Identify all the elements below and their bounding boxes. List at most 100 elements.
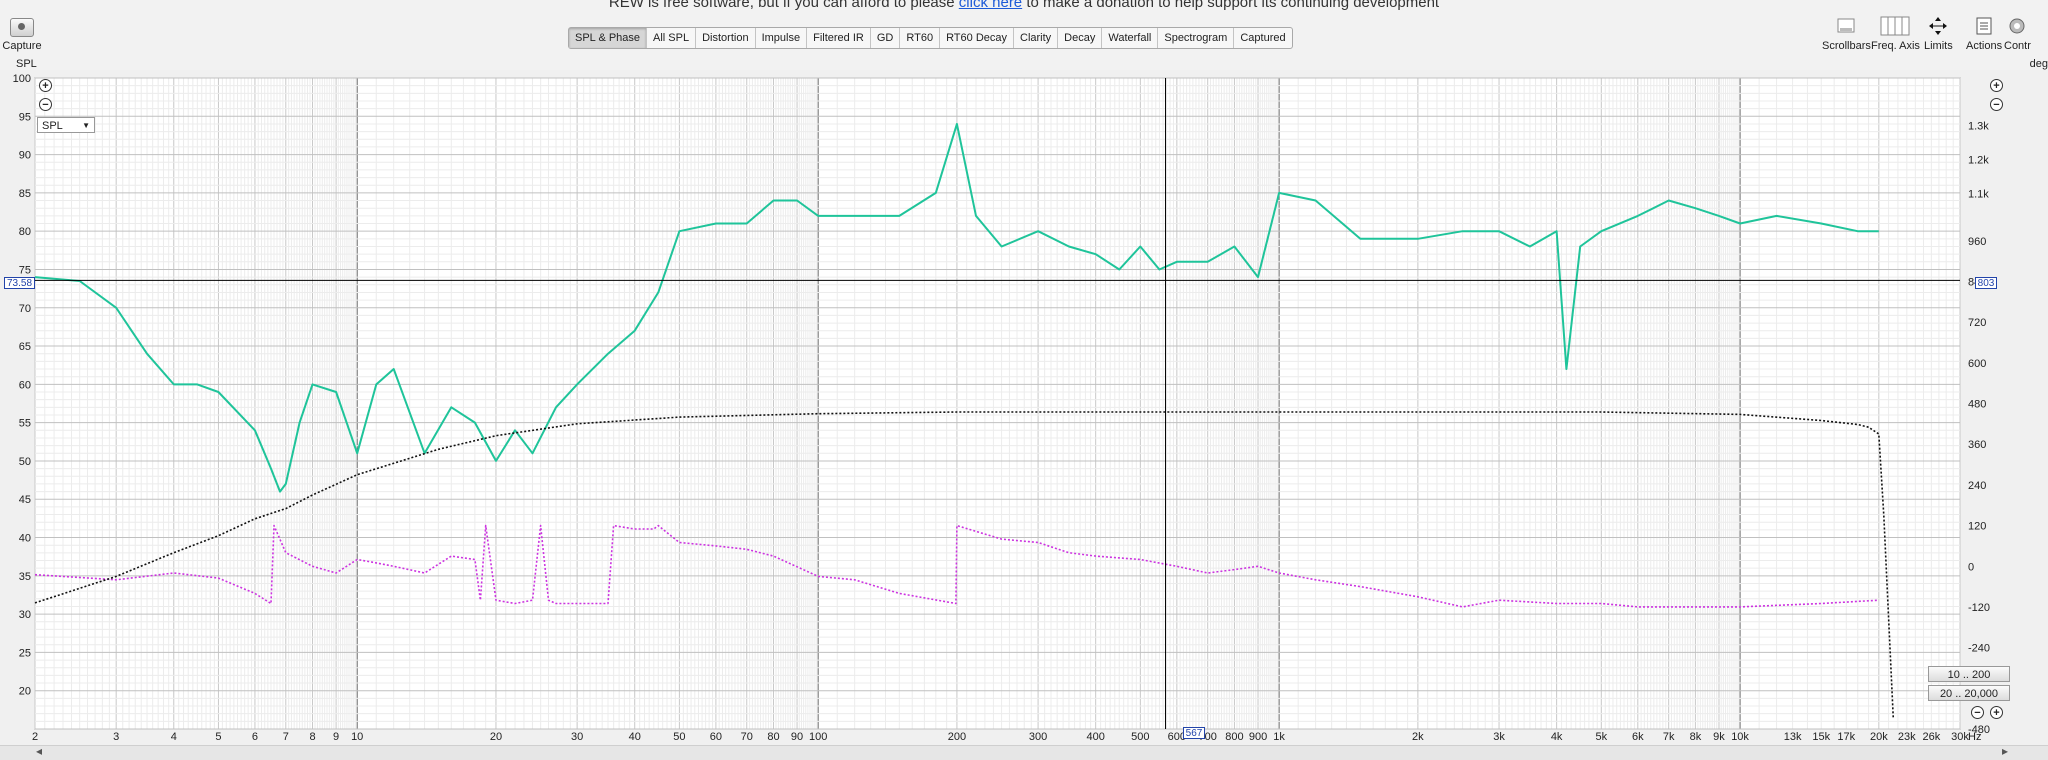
- zoom-out-icon[interactable]: −: [39, 98, 52, 111]
- tab-waterfall[interactable]: Waterfall: [1101, 28, 1157, 48]
- y-right-tick-label: -480: [1968, 724, 1990, 736]
- y-right-tick-label: 0: [1968, 561, 1974, 573]
- freq-axis-button[interactable]: Freq. Axis: [1871, 16, 1920, 52]
- x-tick-label: 500: [1131, 731, 1149, 743]
- y-right-tick-label: 360: [1968, 439, 1986, 451]
- y-tick-label: 100: [13, 73, 31, 85]
- y-tick-label: 50: [19, 456, 31, 468]
- x-tick-label: 50: [673, 731, 685, 743]
- limits-button[interactable]: Limits: [1924, 16, 1953, 52]
- x-tick-label: 3k: [1493, 731, 1505, 743]
- tab-distortion[interactable]: Distortion: [695, 28, 754, 48]
- x-tick-label: 20: [490, 731, 502, 743]
- graph-tabs: SPL & Phase All SPL Distortion Impulse Filte…: [568, 27, 1293, 49]
- donation-message: REW is free software, but if you can aff…: [0, 0, 2048, 11]
- zoom-in-right-icon[interactable]: +: [1990, 79, 2003, 92]
- y-right-tick-label: -120: [1968, 602, 1990, 614]
- y-right-tick-label: 1.1k: [1968, 188, 1989, 200]
- range-button-20-20000[interactable]: 20 .. 20,000: [1928, 685, 2010, 701]
- scrollbars-button[interactable]: Scrollbars: [1822, 16, 1871, 52]
- y-tick-label: 20: [19, 686, 31, 698]
- y-tick-label: 75: [19, 264, 31, 276]
- toolbar-label: Scrollbars: [1822, 40, 1871, 52]
- cursor-phase-readout: 803: [1975, 277, 1997, 289]
- x-zoom-out-icon[interactable]: −: [1971, 706, 1984, 719]
- x-tick-label: 30k: [1951, 731, 1969, 743]
- trace-select-value: SPL: [42, 120, 63, 132]
- y-tick-label: 40: [19, 533, 31, 545]
- x-tick-label: 400: [1086, 731, 1104, 743]
- tab-decay[interactable]: Decay: [1057, 28, 1101, 48]
- right-axis-title: deg: [2029, 58, 2048, 70]
- tab-rt60[interactable]: RT60: [899, 28, 939, 48]
- contr-button[interactable]: Contr: [2004, 16, 2031, 52]
- x-tick-label: 6k: [1632, 731, 1644, 743]
- x-tick-label: 1k: [1273, 731, 1285, 743]
- scroll-left-icon[interactable]: ◂: [36, 744, 43, 758]
- x-tick-label: 5k: [1595, 731, 1607, 743]
- tab-filtered-ir[interactable]: Filtered IR: [806, 28, 870, 48]
- y-tick-label: 35: [19, 571, 31, 583]
- x-tick-label: 30: [571, 731, 583, 743]
- y-right-tick-label: 600: [1968, 358, 1986, 370]
- scroll-right-icon[interactable]: ▸: [2002, 744, 2009, 758]
- tab-spl-phase[interactable]: SPL & Phase: [569, 28, 647, 48]
- tab-rt60-decay[interactable]: RT60 Decay: [939, 28, 1013, 48]
- y-tick-label: 65: [19, 341, 31, 353]
- trace-select[interactable]: SPL ▼: [37, 117, 95, 133]
- plot-area: [34, 77, 1961, 730]
- actions-icon: [1974, 16, 1994, 36]
- toolbar-label: Contr: [2004, 40, 2031, 52]
- donation-text: REW is free software, but if you can aff…: [608, 0, 959, 11]
- y-right-tick-label: 480: [1968, 399, 1986, 411]
- tab-captured[interactable]: Captured: [1233, 28, 1291, 48]
- y-tick-label: 95: [19, 111, 31, 123]
- tab-all-spl[interactable]: All SPL: [646, 28, 695, 48]
- y-right-tick-label: 240: [1968, 480, 1986, 492]
- x-tick-label: 20k: [1870, 731, 1888, 743]
- controls-icon: [2007, 16, 2027, 36]
- x-tick-label: 300: [1029, 731, 1047, 743]
- x-tick-label: 70: [741, 731, 753, 743]
- x-tick-label: 10k: [1731, 731, 1749, 743]
- capture-label: Capture: [2, 40, 42, 52]
- zoom-in-icon[interactable]: +: [39, 79, 52, 92]
- spl-trace: [34, 123, 1879, 493]
- x-tick-label: 900: [1249, 731, 1267, 743]
- y-tick-label: 55: [19, 418, 31, 430]
- x-tick-label: 40: [629, 731, 641, 743]
- tab-gd[interactable]: GD: [869, 28, 900, 48]
- x-tick-label: 23k: [1898, 731, 1916, 743]
- x-tick-label: 2: [32, 731, 38, 743]
- y-right-tick-label: 120: [1968, 521, 1986, 533]
- actions-button[interactable]: Actions: [1966, 16, 2002, 52]
- x-tick-label: 10: [351, 731, 363, 743]
- x-tick-label: 13k: [1784, 731, 1802, 743]
- x-tick-label: 7k: [1663, 731, 1675, 743]
- left-axis-title: SPL: [16, 58, 37, 70]
- zoom-out-right-icon[interactable]: −: [1990, 98, 2003, 111]
- cursor-spl-readout: 73.58: [4, 277, 35, 289]
- toolbar-label: Limits: [1924, 40, 1953, 52]
- x-tick-label: 8: [309, 731, 315, 743]
- donation-link[interactable]: click here: [958, 0, 1023, 11]
- y-right-tick-label: 960: [1968, 236, 1986, 248]
- x-tick-label: 9k: [1713, 731, 1725, 743]
- tab-impulse[interactable]: Impulse: [754, 28, 807, 48]
- tab-spectrogram[interactable]: Spectrogram: [1157, 28, 1233, 48]
- tab-clarity[interactable]: Clarity: [1013, 28, 1057, 48]
- x-tick-label: 15k: [1812, 731, 1830, 743]
- capture-button[interactable]: Capture: [2, 14, 42, 52]
- x-tick-label: 60: [710, 731, 722, 743]
- y-tick-label: 45: [19, 494, 31, 506]
- range-button-10-200[interactable]: 10 .. 200: [1928, 666, 2010, 682]
- x-tick-label: 26k: [1922, 731, 1940, 743]
- x-zoom-in-icon[interactable]: +: [1990, 706, 2003, 719]
- limits-icon: [1928, 16, 1948, 36]
- x-tick-label: 100: [809, 731, 827, 743]
- toolbar-label: Actions: [1966, 40, 2003, 52]
- horizontal-scrollbar[interactable]: ◂ ▸: [0, 744, 2048, 760]
- y-tick-label: 80: [19, 226, 31, 238]
- x-tick-label: 17k: [1837, 731, 1855, 743]
